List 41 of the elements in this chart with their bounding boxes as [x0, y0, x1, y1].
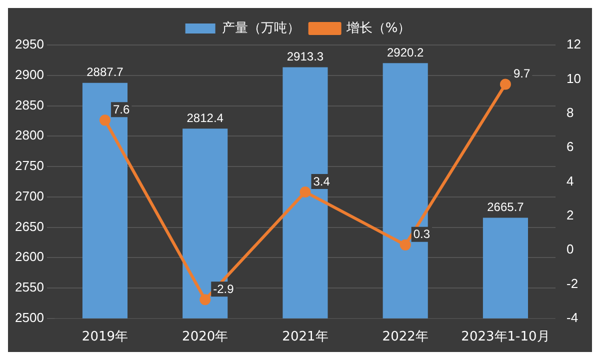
data-label: -2.9: [213, 282, 234, 296]
point: [300, 186, 311, 198]
y-tick-label: 2550: [15, 280, 44, 295]
y-tick-label: 2500: [15, 310, 44, 325]
data-label: 2665.7: [487, 200, 524, 214]
y-tick-label: 2700: [15, 188, 44, 204]
y2-tick-label: 0: [566, 242, 574, 257]
y2-tick-label: -2: [566, 276, 578, 291]
point: [99, 114, 110, 126]
y-tick-label: 2800: [15, 128, 44, 143]
x-tick-label: 2020年: [182, 330, 228, 345]
y2-tick-label: 2: [566, 207, 574, 222]
y2-tick-label: 12: [566, 36, 582, 52]
x-tick-label: 2023年1-10月: [461, 330, 550, 345]
data-label: 3.4: [313, 174, 330, 188]
x-tick-label: 2021年: [282, 330, 328, 345]
data-label: 2812.4: [186, 110, 224, 125]
y-tick-label: 2750: [15, 158, 44, 174]
point: [500, 78, 511, 90]
y-tick-label: 2900: [15, 66, 44, 82]
data-label: 0.3: [413, 227, 430, 242]
data-label: 2913.3: [286, 50, 324, 64]
y2-tick-label: 8: [566, 104, 574, 120]
point: [400, 239, 411, 250]
y-tick-label: 2850: [15, 97, 44, 112]
y-tick-label: 2650: [15, 218, 44, 234]
data-label: 7.6: [112, 102, 130, 116]
y-tick-label: 2600: [15, 249, 44, 264]
y-tick-label: 2950: [15, 36, 44, 52]
y2-tick-label: 10: [566, 70, 582, 86]
y2-tick-label: 4: [566, 173, 574, 188]
point: [200, 294, 211, 306]
y2-tick-label: 6: [566, 139, 574, 154]
legend-label: 增长（%）: [345, 20, 411, 36]
legend-label: 产量（万吨）: [222, 20, 300, 36]
data-label: 2887.7: [86, 65, 124, 80]
y2-tick-label: -4: [566, 310, 578, 325]
data-label: 2920.2: [387, 45, 424, 60]
data-label: 9.7: [513, 66, 530, 81]
x-tick-label: 2022年: [382, 330, 428, 345]
x-tick-label: 2019年: [82, 330, 128, 345]
